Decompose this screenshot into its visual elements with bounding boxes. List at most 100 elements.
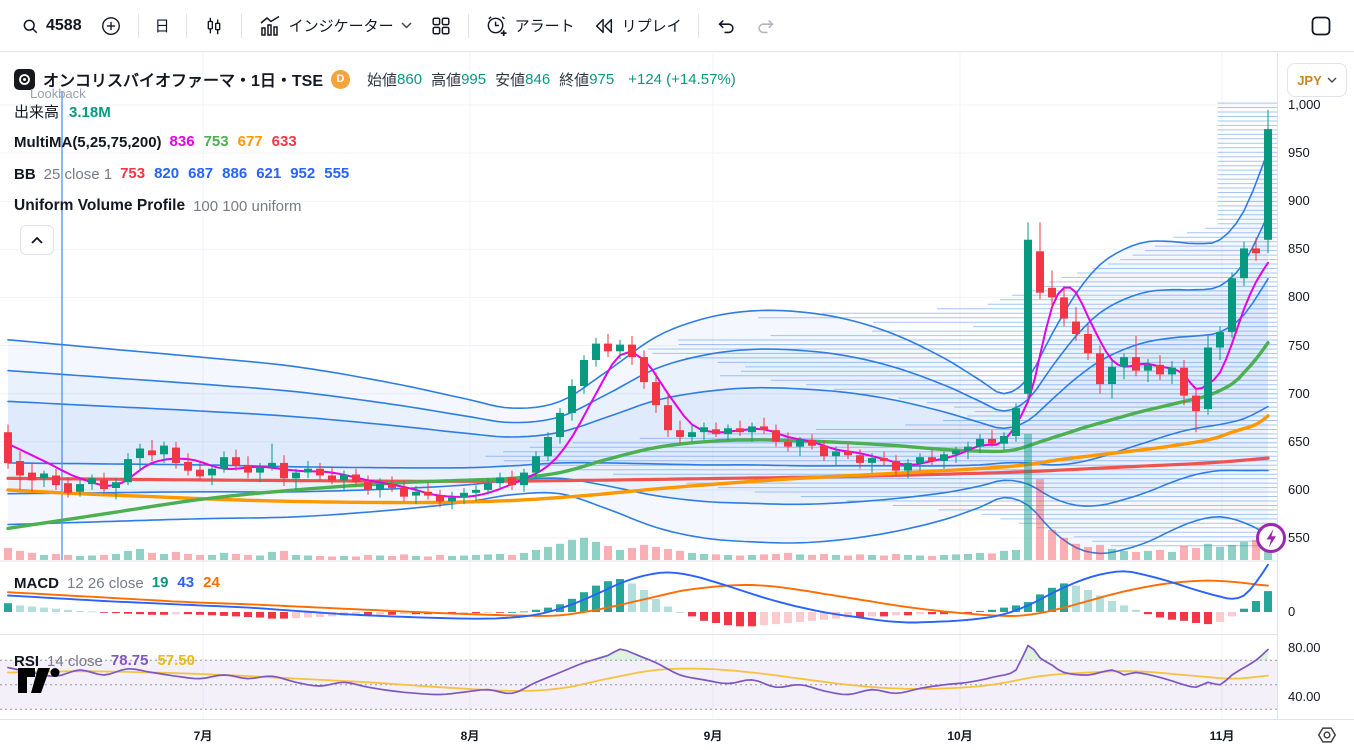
toolbar-separator: [137, 13, 139, 38]
interval-badge: D: [331, 69, 351, 89]
legend-value: 621: [256, 165, 282, 182]
legend-value: 19: [151, 574, 169, 591]
rsi-legend: RSI 14 close 78.75 57.50: [14, 652, 204, 670]
legend-value: 836: [169, 133, 195, 150]
volume-value: 3.18M: [69, 104, 111, 121]
volume-legend: 出来高 3.18M: [14, 101, 111, 122]
macd-title[interactable]: MACD: [14, 574, 59, 592]
top-toolbar: 4588 日 インジケーター アラート: [0, 0, 1354, 52]
toolbar-separator: [240, 13, 242, 38]
price-tick-label: 850: [1288, 241, 1310, 257]
toolbar-separator: [467, 13, 469, 38]
fullscreen-icon: [1309, 14, 1333, 38]
legend-value: 952: [290, 165, 316, 182]
bb-title[interactable]: BB: [14, 165, 36, 183]
alert-clock-plus-icon: [485, 14, 508, 37]
redo-icon: [755, 15, 777, 37]
rsi-tick-label: 40.00: [1288, 689, 1321, 704]
legend-value: 633: [271, 133, 297, 150]
volume-label[interactable]: 出来高: [14, 104, 60, 121]
legend-value: 886: [222, 165, 248, 182]
fullscreen-button[interactable]: [1300, 8, 1342, 44]
alert-label: アラート: [514, 18, 575, 35]
price-tick-label: 600: [1288, 481, 1310, 497]
macd-zero-label: 0: [1288, 604, 1296, 619]
rsi-values: 78.75 57.50: [111, 652, 204, 670]
bb-legend: BB 25 close 1 753 820 687 886 621 952 555: [14, 165, 358, 183]
compare-add-button[interactable]: [91, 8, 131, 44]
indicators-button[interactable]: インジケーター: [249, 8, 421, 44]
undo-button[interactable]: [706, 8, 746, 44]
rsi-title[interactable]: RSI: [14, 652, 40, 670]
multima-title[interactable]: MultiMA(5,25,75,200): [14, 133, 162, 151]
layout-grid-button[interactable]: [421, 8, 461, 44]
symbol-title[interactable]: オンコリスバイオファーマ・1日・TSE: [43, 73, 324, 90]
symbol-search-button[interactable]: 4588: [12, 8, 91, 44]
ohlc-values: 始値 860 高値 995 安値 846 終値 975: [367, 70, 615, 89]
legend-value: 753: [203, 133, 229, 150]
price-tick-label: 900: [1288, 193, 1310, 209]
redo-button[interactable]: [746, 8, 786, 44]
toolbar-separator: [697, 13, 699, 38]
chevron-up-icon: [31, 236, 43, 244]
tradingview-logo[interactable]: [17, 665, 63, 695]
candlestick-icon: [203, 15, 225, 37]
uvp-legend: Uniform Volume Profile 100 100 uniform: [14, 197, 302, 215]
uvp-title[interactable]: Uniform Volume Profile: [14, 197, 186, 214]
price-tick-label: 1,000: [1288, 97, 1321, 112]
change-value: +124 (+14.57%): [628, 70, 736, 88]
price-tick-label: 700: [1288, 385, 1310, 401]
chevron-down-icon: [401, 22, 412, 29]
replay-icon: [593, 15, 615, 37]
month-tick-label: 7月: [193, 729, 213, 743]
undo-icon: [715, 15, 737, 37]
plus-circle-icon: [100, 15, 122, 37]
legend-value: 555: [324, 165, 350, 182]
price-tick-label: 950: [1288, 145, 1310, 161]
multima-legend: MultiMA(5,25,75,200) 836 753 677 633: [14, 133, 306, 151]
chevron-down-icon: [1327, 77, 1337, 83]
bb-values: 753 820 687 886 621 952 555: [120, 165, 358, 183]
search-icon: [21, 17, 39, 35]
rsi-tick-label: 80.00: [1288, 640, 1321, 655]
month-tick-label: 10月: [947, 729, 973, 743]
rsi-params: 14 close: [47, 652, 103, 670]
chart-canvas[interactable]: [0, 53, 1277, 720]
collapse-legend-button[interactable]: [20, 225, 54, 255]
currency-button[interactable]: JPY: [1287, 63, 1347, 97]
legend-value: 57.50: [157, 652, 195, 669]
uvp-params: 100 100 uniform: [193, 197, 302, 215]
legend-value: 677: [237, 133, 263, 150]
multima-values: 836 753 677 633: [170, 133, 306, 151]
time-axis[interactable]: 7月 8月 9月 10月 11月: [0, 719, 1354, 750]
legend-value: 43: [177, 574, 195, 591]
boost-lightning-icon[interactable]: [1254, 521, 1288, 555]
interval-label: 日: [154, 18, 170, 35]
chart-style-button[interactable]: [194, 8, 234, 44]
month-tick-label: 8月: [460, 729, 480, 743]
interval-button[interactable]: 日: [146, 8, 179, 44]
legend-value: 753: [120, 165, 146, 182]
symbol-ticker: 4588: [46, 16, 82, 34]
legend-value: 24: [203, 574, 220, 591]
legend-value: 820: [154, 165, 180, 182]
replay-button[interactable]: リプレイ: [584, 8, 691, 44]
symbol-logo-icon: [14, 68, 35, 90]
lookback-label[interactable]: Lookback: [30, 86, 86, 101]
legend-value: 78.75: [110, 652, 149, 669]
currency-label: JPY: [1297, 72, 1322, 88]
price-tick-label: 650: [1288, 433, 1310, 449]
macd-values: 19 43 24: [152, 574, 229, 592]
price-tick-label: 550: [1288, 529, 1310, 545]
price-axis[interactable]: JPY 1,000 950 900 850 800 750 700 650 600 550 0 80.…: [1277, 53, 1354, 720]
toolbar-separator: [185, 13, 187, 38]
month-tick-label: 9月: [703, 729, 723, 743]
alert-button[interactable]: アラート: [476, 8, 584, 44]
indicators-label: インジケーター: [288, 18, 394, 35]
timezone-settings-icon[interactable]: [1316, 724, 1338, 746]
layout-grid-icon: [430, 15, 452, 37]
symbol-legend: オンコリスバイオファーマ・1日・TSE D 始値 860 高値 995 安値 846 …: [14, 67, 736, 91]
indicators-icon: [258, 14, 282, 38]
price-tick-label: 800: [1288, 289, 1310, 305]
legend-value: 687: [188, 165, 214, 182]
